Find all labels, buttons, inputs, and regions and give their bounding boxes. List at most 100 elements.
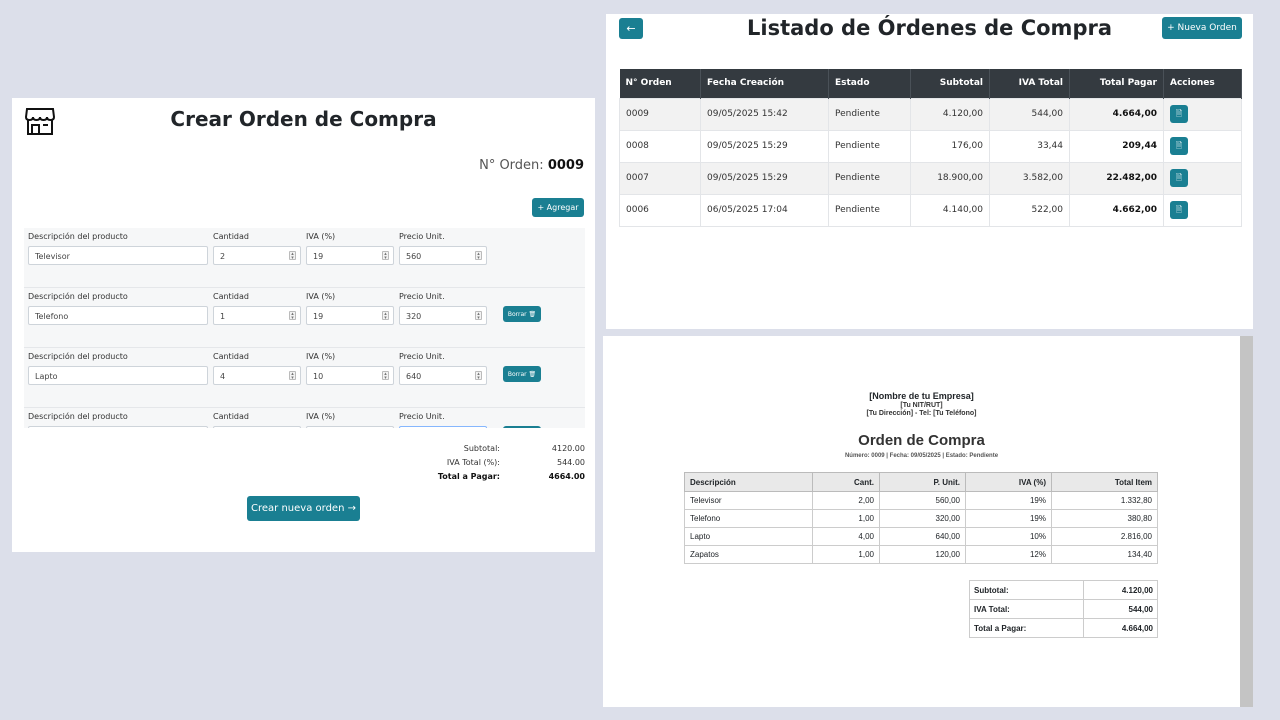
description-label: Descripción del producto — [28, 292, 128, 301]
pdf-iva-label: IVA Total: — [969, 599, 1084, 619]
price-value: 320 — [406, 312, 422, 321]
add-item-button[interactable]: + Agregar — [532, 198, 584, 217]
pdf-icon[interactable]: 🗎 — [1170, 201, 1188, 219]
iva-label: IVA (%) — [306, 352, 336, 361]
back-button[interactable]: ← — [619, 18, 643, 39]
order-date-cell: 06/05/2025 17:04 — [700, 193, 829, 227]
order-id-cell: 0006 — [619, 193, 701, 227]
spinner-icon[interactable]: ▴ ▾ — [475, 251, 482, 261]
item-row: Descripción del producto Cantidad IVA (%… — [24, 228, 585, 288]
iva-label: IVA (%) — [306, 232, 336, 241]
price-value: 560 — [406, 252, 422, 261]
total-value: 4664.00 — [548, 472, 585, 481]
description-label: Descripción del producto — [28, 352, 128, 361]
pdf-items-table: Descripción Cant. P. Unit. IVA (%) Total… — [684, 472, 1158, 564]
pdf-icon[interactable]: 🗎 — [1170, 137, 1188, 155]
order-iva-cell: 3.582,00 — [989, 161, 1070, 195]
description-input[interactable]: Telefono — [28, 306, 208, 325]
quantity-input[interactable] — [213, 426, 301, 428]
order-status-cell: Pendiente — [828, 97, 911, 131]
iva-input[interactable]: 10 ▴ ▾ — [306, 366, 394, 385]
quantity-input[interactable]: 1 ▴ ▾ — [213, 306, 301, 325]
quantity-label: Cantidad — [213, 412, 249, 421]
table-row[interactable]: 0006 06/05/2025 17:04 Pendiente 4.140,00… — [619, 193, 1242, 227]
column-header[interactable]: IVA Total — [989, 69, 1070, 98]
order-iva-cell: 544,00 — [989, 97, 1070, 131]
table-row: Telefono 1,00 320,00 19% 380,80 — [684, 509, 1158, 528]
pdf-icon[interactable]: 🗎 — [1170, 105, 1188, 123]
column-header[interactable]: Total Pagar — [1069, 69, 1164, 98]
order-date-cell: 09/05/2025 15:29 — [700, 161, 829, 195]
actions-cell: 🗎 — [1163, 161, 1242, 195]
totals-row: Total a Pagar: 4.664,00 — [969, 618, 1159, 638]
quantity-input[interactable]: 4 ▴ ▾ — [213, 366, 301, 385]
create-order-panel: Crear Orden de Compra N° Orden: 0009 + A… — [12, 98, 595, 552]
item-qty-cell: 2,00 — [812, 491, 880, 510]
spinner-icon[interactable]: ▴ ▾ — [382, 311, 389, 321]
document-title: Orden de Compra — [858, 432, 985, 449]
iva-total-label: IVA Total (%): — [446, 458, 500, 467]
create-order-button[interactable]: Crear nueva orden → — [247, 496, 360, 521]
pdf-icon[interactable]: 🗎 — [1170, 169, 1188, 187]
column-header[interactable]: N° Orden — [619, 69, 701, 98]
quantity-input[interactable]: 2 ▴ ▾ — [213, 246, 301, 265]
quantity-label: Cantidad — [213, 232, 249, 241]
table-row[interactable]: 0009 09/05/2025 15:42 Pendiente 4.120,00… — [619, 97, 1242, 131]
pdf-scrollbar[interactable] — [1240, 336, 1253, 707]
spinner-icon[interactable]: ▴ ▾ — [475, 371, 482, 381]
delete-item-button[interactable]: Borrar 🗑 — [503, 366, 541, 382]
price-input[interactable]: 640 ▴ ▾ — [399, 366, 487, 385]
item-row: Descripción del producto Cantidad IVA (%… — [24, 408, 585, 428]
column-header[interactable]: Fecha Creación — [700, 69, 829, 98]
price-input[interactable]: 320 ▴ ▾ — [399, 306, 487, 325]
order-subtotal-cell: 18.900,00 — [910, 161, 990, 195]
store-icon — [24, 108, 56, 135]
item-row: Descripción del producto Cantidad IVA (%… — [24, 288, 585, 348]
item-unit-cell: 320,00 — [879, 509, 966, 528]
column-header: Descripción — [684, 472, 813, 492]
iva-value: 19 — [313, 252, 324, 261]
iva-label: IVA (%) — [306, 292, 336, 301]
orders-table: N° Orden Fecha Creación Estado Subtotal … — [619, 69, 1242, 227]
item-unit-cell: 640,00 — [879, 527, 966, 546]
new-order-button[interactable]: + Nueva Orden — [1162, 17, 1242, 39]
description-input[interactable]: Lapto — [28, 366, 208, 385]
table-row[interactable]: 0007 09/05/2025 15:29 Pendiente 18.900,0… — [619, 161, 1242, 195]
iva-input[interactable]: 19 ▴ ▾ — [306, 306, 394, 325]
item-total-cell: 1.332,80 — [1051, 491, 1158, 510]
order-number: N° Orden: 0009 — [479, 158, 584, 173]
iva-input[interactable]: 19 ▴ ▾ — [306, 246, 394, 265]
spinner-icon[interactable]: ▴ ▾ — [382, 251, 389, 261]
spinner-icon[interactable]: ▴ ▾ — [289, 371, 296, 381]
items-list[interactable]: Descripción del producto Cantidad IVA (%… — [24, 228, 585, 428]
order-number-label: N° Orden: — [479, 158, 544, 173]
spinner-icon[interactable]: ▴ ▾ — [382, 371, 389, 381]
iva-label: IVA (%) — [306, 412, 336, 421]
delete-item-button[interactable] — [503, 426, 541, 428]
quantity-value: 4 — [220, 372, 226, 381]
order-status-cell: Pendiente — [828, 129, 911, 163]
iva-input[interactable] — [306, 426, 394, 428]
item-row: Descripción del producto Cantidad IVA (%… — [24, 348, 585, 408]
delete-item-button[interactable]: Borrar 🗑 — [503, 306, 541, 322]
spinner-icon[interactable]: ▴ ▾ — [475, 311, 482, 321]
pdf-totals-table: Subtotal: 4.120,00 IVA Total: 544,00 Tot… — [969, 580, 1159, 638]
pdf-total-label: Total a Pagar: — [969, 618, 1084, 638]
quantity-label: Cantidad — [213, 352, 249, 361]
price-input[interactable] — [399, 426, 487, 428]
order-id-cell: 0007 — [619, 161, 701, 195]
price-input[interactable]: 560 ▴ ▾ — [399, 246, 487, 265]
iva-total-value: 544.00 — [557, 458, 585, 467]
spinner-icon[interactable]: ▴ ▾ — [289, 311, 296, 321]
column-header[interactable]: Subtotal — [910, 69, 990, 98]
subtotal-value: 4120.00 — [551, 444, 585, 453]
description-input[interactable] — [28, 426, 208, 428]
description-input[interactable]: Televisor — [28, 246, 208, 265]
table-header-row: N° Orden Fecha Creación Estado Subtotal … — [619, 69, 1242, 98]
item-unit-cell: 560,00 — [879, 491, 966, 510]
item-total-cell: 134,40 — [1051, 545, 1158, 564]
spinner-icon[interactable]: ▴ ▾ — [289, 251, 296, 261]
table-row[interactable]: 0008 09/05/2025 15:29 Pendiente 176,00 3… — [619, 129, 1242, 163]
column-header[interactable]: Estado — [828, 69, 911, 98]
item-iva-cell: 19% — [965, 509, 1052, 528]
